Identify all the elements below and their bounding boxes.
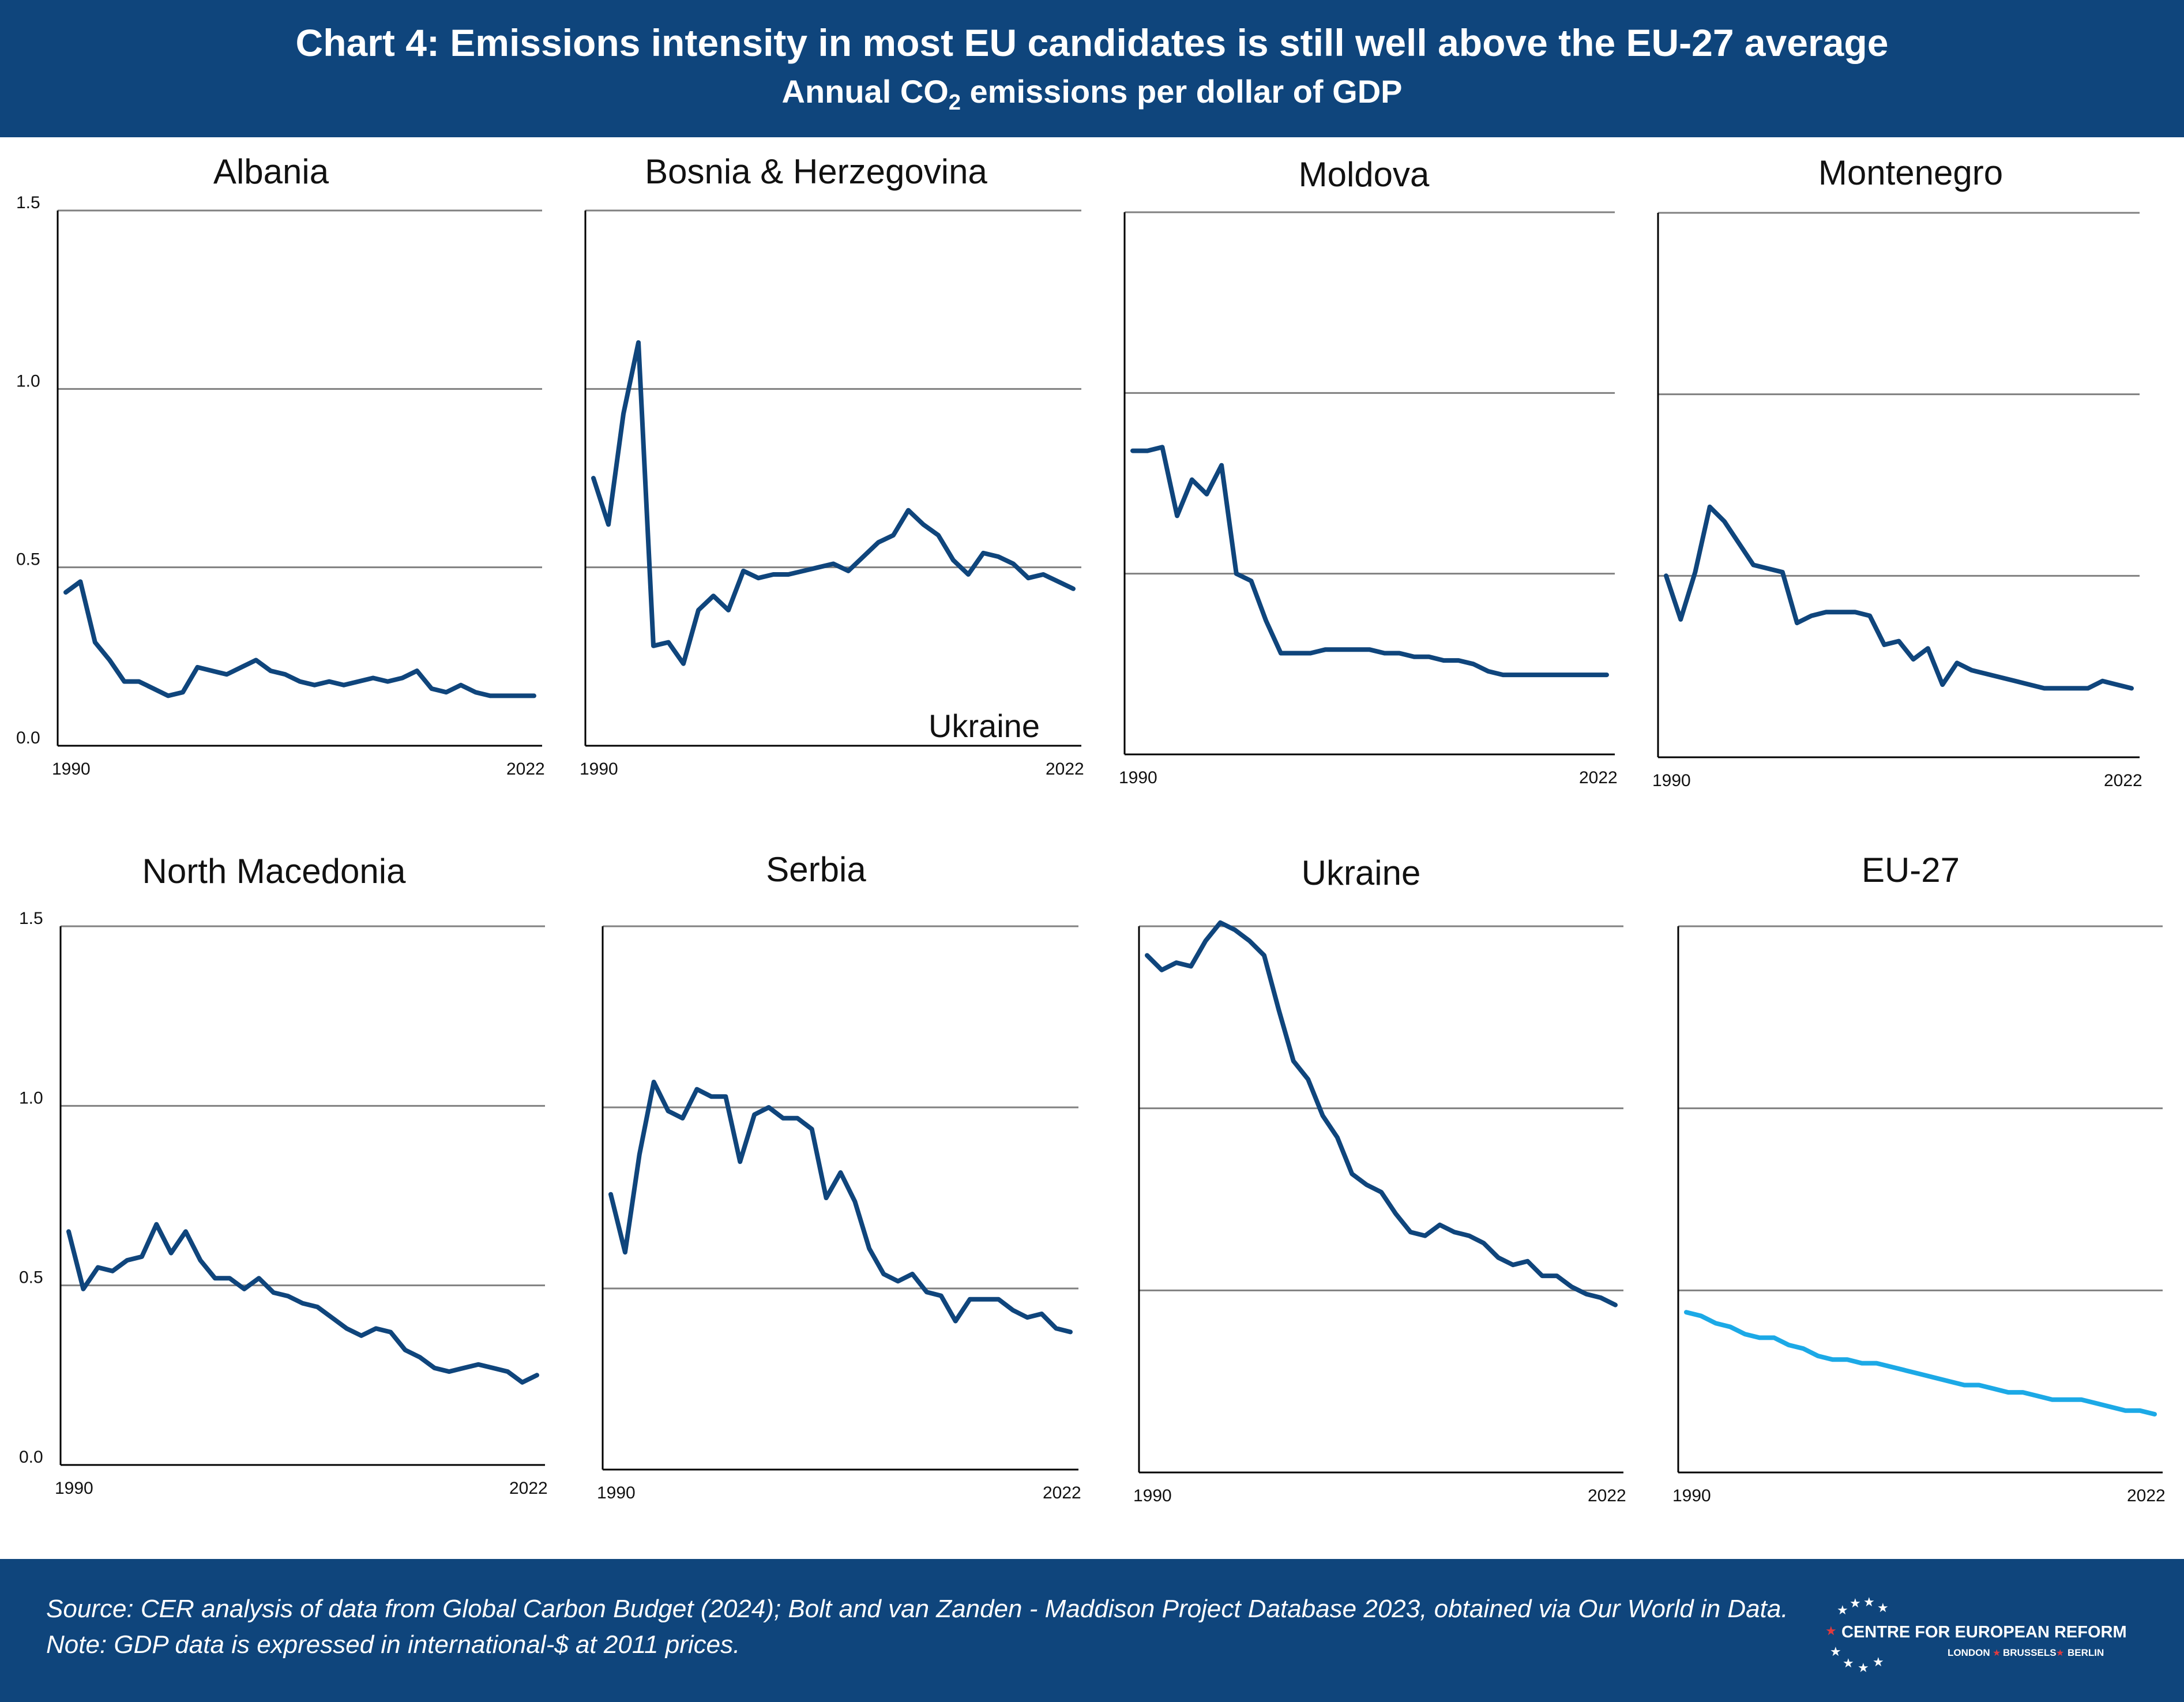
panel-title: North Macedonia (142, 852, 407, 891)
x-tick-label: 1990 (1652, 771, 1691, 790)
x-tick-label: 2022 (1043, 1483, 1081, 1502)
series-line (591, 340, 1076, 666)
stray-ukraine-label: Ukraine (929, 708, 1040, 744)
svg-text:★: ★ (1993, 1648, 2001, 1658)
svg-text:★: ★ (1837, 1603, 1848, 1617)
svg-text:★: ★ (1850, 1596, 1861, 1610)
subtitle-subscript: 2 (948, 91, 961, 115)
x-tick-label: 1990 (55, 1479, 93, 1498)
panel-title: Ukraine (1302, 854, 1421, 892)
x-tick-label: 1990 (52, 760, 91, 779)
panel-title: Bosnia & Herzegovina (645, 152, 987, 191)
y-tick-label: 0.5 (16, 550, 40, 569)
x-tick-label: 2022 (1588, 1486, 1626, 1505)
source-note: Source: CER analysis of data from Global… (46, 1595, 1788, 1623)
y-tick-label: 0.0 (19, 1448, 43, 1467)
svg-text:★: ★ (1863, 1595, 1875, 1609)
x-tick-label: 2022 (1046, 760, 1084, 779)
x-tick-label: 1990 (1672, 1486, 1711, 1505)
logo-name: CENTRE FOR EUROPEAN REFORM (1841, 1623, 2127, 1641)
svg-text:★: ★ (1830, 1644, 1841, 1659)
svg-text:★: ★ (2056, 1648, 2064, 1658)
small-multiples-panel: Albania 0.0 0.5 1.0 1.5 1990 2022 Bosnia & Herz… (16, 152, 2166, 1505)
y-tick-label: 1.0 (16, 371, 40, 390)
y-tick-label: 1.0 (19, 1088, 43, 1107)
logo-city-london: LONDON (1948, 1647, 1990, 1658)
x-tick-label: 1990 (580, 760, 618, 779)
svg-text:★: ★ (1873, 1655, 1884, 1669)
series-line (63, 579, 536, 698)
series-line (608, 1080, 1073, 1335)
y-tick-label: 1.5 (19, 909, 43, 928)
panel-title: Montenegro (1818, 153, 2003, 192)
panel-title: Albania (213, 152, 329, 191)
logo-city-brussels: BRUSSELS (2003, 1647, 2057, 1658)
series-line (1145, 920, 1618, 1308)
cer-logo: ★ ★ ★ ★ ★ ★★ ★ ★ CENTRE FOR EUROPEAN REFORM L… (1825, 1595, 2127, 1675)
x-tick-label: 1990 (1119, 768, 1157, 787)
series-line (1130, 445, 1609, 678)
svg-text:★: ★ (1858, 1660, 1869, 1675)
chart-title: Chart 4: Emissions intensity in most EU … (295, 21, 1889, 64)
chart-subtitle: Annual CO2 emissions per dollar of GDP (0, 73, 2184, 115)
series-line (66, 1222, 539, 1385)
y-tick-label: 0.0 (16, 728, 40, 747)
y-tick-label: 0.5 (19, 1268, 43, 1287)
subtitle-text-rest: emissions per dollar of GDP (960, 73, 1403, 110)
series-line (1664, 504, 2134, 691)
panel-title: Moldova (1299, 155, 1430, 194)
y-tick-label: 1.5 (16, 193, 40, 212)
logo-city-berlin: BERLIN (2068, 1647, 2104, 1658)
chart-header: Chart 4: Emissions intensity in most EU … (0, 0, 2184, 137)
gdp-note: Note: GDP data is expressed in internati… (46, 1630, 740, 1659)
panel-title: EU-27 (1862, 851, 1960, 889)
svg-text:★: ★ (1825, 1624, 1837, 1638)
x-tick-label: 2022 (2104, 771, 2142, 790)
x-tick-label: 2022 (506, 760, 545, 779)
x-tick-label: 2022 (509, 1479, 548, 1498)
series-line (1684, 1310, 2157, 1417)
x-tick-label: 2022 (2127, 1486, 2166, 1505)
x-tick-label: 2022 (1579, 768, 1618, 787)
x-tick-label: 1990 (597, 1483, 636, 1502)
panel-title: Serbia (766, 850, 866, 889)
svg-text:★: ★ (1877, 1600, 1889, 1615)
star-ring-icon: ★ ★ ★ ★ ★ ★★ ★ ★ (1825, 1595, 1889, 1675)
svg-text:★: ★ (1843, 1656, 1854, 1670)
x-tick-label: 1990 (1133, 1486, 1172, 1505)
chart-footer: Source: CER analysis of data from Global… (0, 1559, 2184, 1702)
subtitle-text-main: Annual CO (781, 73, 949, 110)
